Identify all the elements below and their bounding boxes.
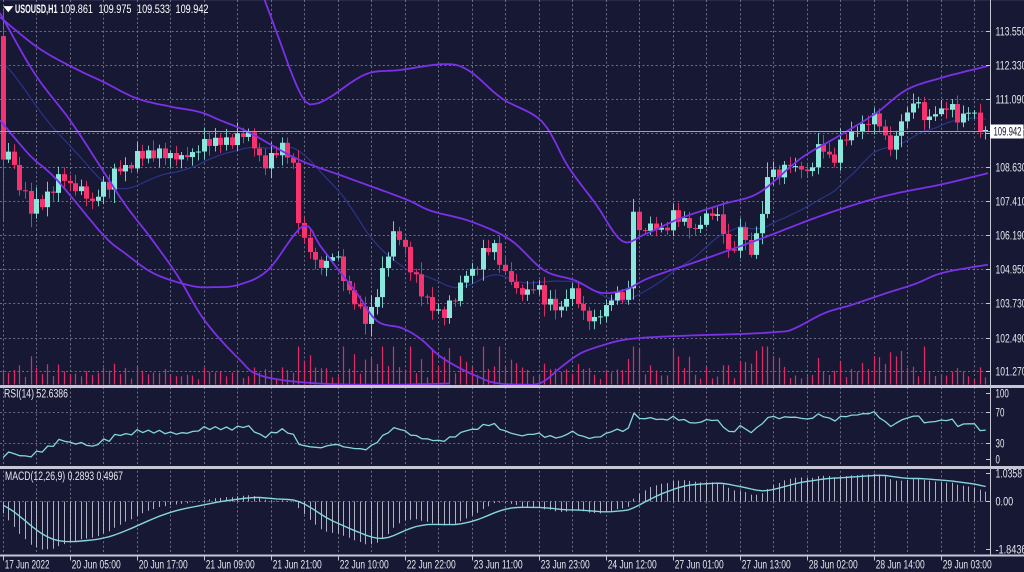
svg-text:1.0358: 1.0358 xyxy=(996,469,1023,481)
svg-text:0.00: 0.00 xyxy=(996,497,1014,509)
svg-text:70: 70 xyxy=(996,408,1005,420)
svg-text:102.490: 102.490 xyxy=(996,334,1024,346)
svg-text:107.410: 107.410 xyxy=(996,197,1024,209)
svg-text:111.090: 111.090 xyxy=(996,95,1024,107)
svg-text:27 Jun 01:00: 27 Jun 01:00 xyxy=(675,560,724,572)
svg-text:109.942: 109.942 xyxy=(176,4,209,16)
svg-text:108.630: 108.630 xyxy=(996,163,1024,175)
svg-text:100: 100 xyxy=(996,389,1009,401)
svg-text:20 Jun 05:00: 20 Jun 05:00 xyxy=(72,560,121,572)
svg-text:21 Jun 21:00: 21 Jun 21:00 xyxy=(273,560,322,572)
svg-text:27 Jun 13:00: 27 Jun 13:00 xyxy=(742,560,791,572)
svg-text:109.975: 109.975 xyxy=(99,4,132,16)
svg-text:USOUSD,H1: USOUSD,H1 xyxy=(15,4,58,16)
svg-text:21 Jun 09:00: 21 Jun 09:00 xyxy=(206,560,255,572)
svg-text:RSI(14) 52.6386: RSI(14) 52.6386 xyxy=(4,389,68,401)
svg-text:22 Jun 22:00: 22 Jun 22:00 xyxy=(407,560,456,572)
svg-text:24 Jun 12:00: 24 Jun 12:00 xyxy=(608,560,657,572)
svg-text:MACD(12,26,9) 0.2893 0.4967: MACD(12,26,9) 0.2893 0.4967 xyxy=(5,471,123,483)
svg-text:0: 0 xyxy=(996,455,1000,467)
svg-text:101.270: 101.270 xyxy=(996,367,1024,379)
svg-text:112.330: 112.330 xyxy=(996,61,1024,73)
svg-text:-1.8436: -1.8436 xyxy=(996,545,1024,557)
svg-text:109.942: 109.942 xyxy=(994,127,1022,139)
svg-text:23 Jun 23:00: 23 Jun 23:00 xyxy=(541,560,590,572)
svg-text:17 Jun 2022: 17 Jun 2022 xyxy=(5,560,50,572)
svg-text:28 Jun 14:00: 28 Jun 14:00 xyxy=(876,560,925,572)
svg-text:28 Jun 02:00: 28 Jun 02:00 xyxy=(809,560,858,572)
svg-text:22 Jun 10:00: 22 Jun 10:00 xyxy=(340,560,389,572)
svg-text:29 Jun 03:00: 29 Jun 03:00 xyxy=(943,560,992,572)
svg-text:104.950: 104.950 xyxy=(996,265,1024,277)
svg-text:103.730: 103.730 xyxy=(996,299,1024,311)
svg-text:23 Jun 11:00: 23 Jun 11:00 xyxy=(474,560,523,572)
svg-text:30: 30 xyxy=(996,439,1005,451)
svg-text:113.550: 113.550 xyxy=(996,27,1024,39)
svg-text:106.190: 106.190 xyxy=(996,231,1024,243)
svg-text:20 Jun 17:00: 20 Jun 17:00 xyxy=(139,560,188,572)
svg-text:109.861: 109.861 xyxy=(60,4,93,16)
svg-text:109.533: 109.533 xyxy=(137,4,170,16)
